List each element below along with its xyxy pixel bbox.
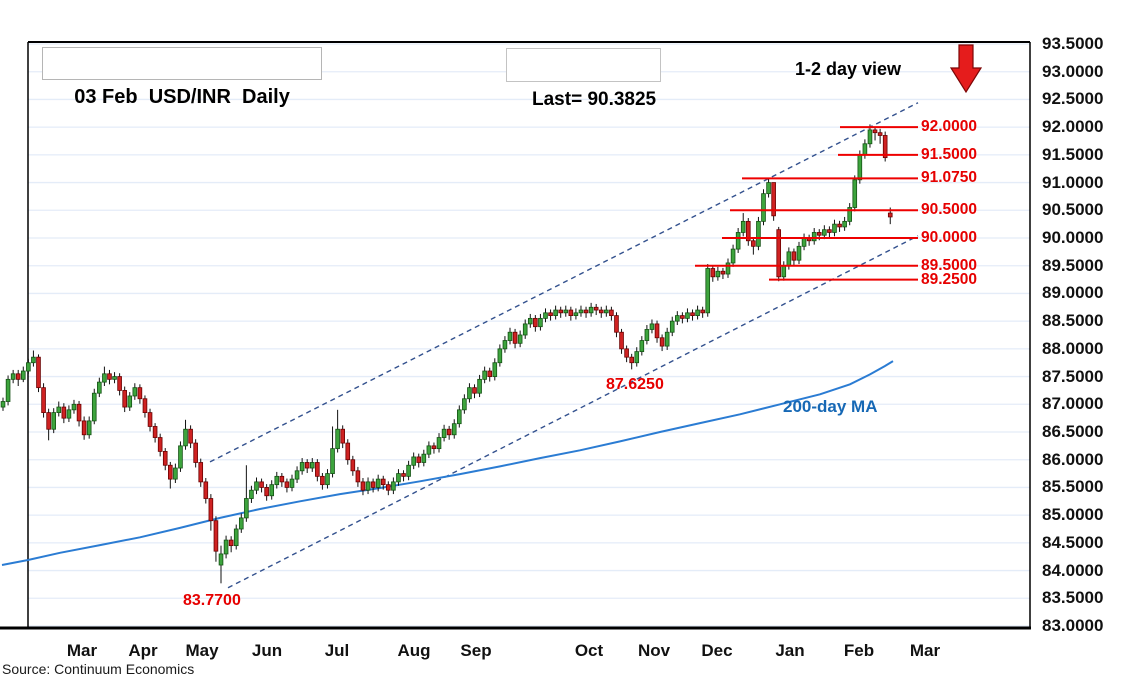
y-axis-tick: 84.5000 xyxy=(1042,532,1104,552)
x-axis-tick: Apr xyxy=(128,641,158,660)
level-label: 92.0000 xyxy=(921,118,978,136)
y-axis-tick: 85.0000 xyxy=(1042,505,1104,525)
y-axis-tick: 87.5000 xyxy=(1042,366,1104,386)
x-axis-tick: Mar xyxy=(66,641,98,660)
x-axis-tick: Jul xyxy=(324,641,350,660)
y-axis-tick: 83.0000 xyxy=(1042,616,1104,635)
down-arrow-icon xyxy=(949,44,983,94)
y-axis-tick: 86.5000 xyxy=(1042,422,1104,441)
x-axis-tick: Oct xyxy=(574,641,604,660)
view-note: 1-2 day view xyxy=(795,59,902,79)
x-axis-tick: Dec xyxy=(701,641,733,660)
chart-title-box: 03 Feb USD/INR Daily xyxy=(42,47,322,108)
y-axis-tick: 91.0000 xyxy=(1042,172,1104,192)
level-label: 91.5000 xyxy=(921,145,978,163)
x-axis-tick: Sep xyxy=(460,641,492,660)
y-axis-tick: 86.0000 xyxy=(1042,449,1104,469)
x-axis-tick: Nov xyxy=(637,641,671,660)
y-axis-tick: 88.5000 xyxy=(1042,311,1104,331)
level-label: 89.5000 xyxy=(921,256,978,274)
x-axis-tick: Jun xyxy=(251,641,283,660)
y-axis-tick: 90.5000 xyxy=(1042,200,1104,220)
swing-low-label: 83.7700 xyxy=(183,592,241,609)
chart-title: 03 Feb USD/INR Daily xyxy=(74,86,290,108)
y-axis-tick: 92.5000 xyxy=(1042,89,1104,109)
y-axis-tick: 91.5000 xyxy=(1042,144,1104,164)
x-axis-tick: May xyxy=(185,641,219,660)
source-note: Source: Continuum Economics xyxy=(2,661,195,677)
y-axis-tick: 93.0000 xyxy=(1042,61,1104,81)
level-label: 90.0000 xyxy=(921,229,978,246)
last-price-label: Last= 90.3825 xyxy=(532,89,657,110)
y-axis-tick: 93.5000 xyxy=(1042,34,1104,53)
y-axis-tick: 84.0000 xyxy=(1042,560,1104,580)
y-axis-tick: 89.5000 xyxy=(1042,255,1104,275)
x-axis-tick: Jan xyxy=(775,641,805,660)
x-axis-tick: Feb xyxy=(843,641,875,660)
y-axis-tick: 85.5000 xyxy=(1042,477,1104,497)
y-axis-tick: 90.0000 xyxy=(1042,228,1104,247)
level-label: 89.2500 xyxy=(921,270,978,288)
level-label: 91.0750 xyxy=(921,169,978,187)
y-axis-tick: 87.0000 xyxy=(1042,394,1104,414)
y-axis-tick: 88.0000 xyxy=(1042,338,1104,358)
y-axis-tick: 92.0000 xyxy=(1042,117,1104,137)
pullback-low-label: 87.6250 xyxy=(606,376,664,393)
level-label: 90.5000 xyxy=(921,201,978,219)
x-axis-tick: Aug xyxy=(397,641,431,660)
ma-200-label: 200-day MA xyxy=(783,397,878,416)
y-axis-tick: 89.0000 xyxy=(1042,283,1104,303)
last-price-box: Last= 90.3825 xyxy=(506,48,661,110)
y-axis-tick: 83.5000 xyxy=(1042,588,1104,608)
x-axis-tick: Mar xyxy=(909,641,941,660)
